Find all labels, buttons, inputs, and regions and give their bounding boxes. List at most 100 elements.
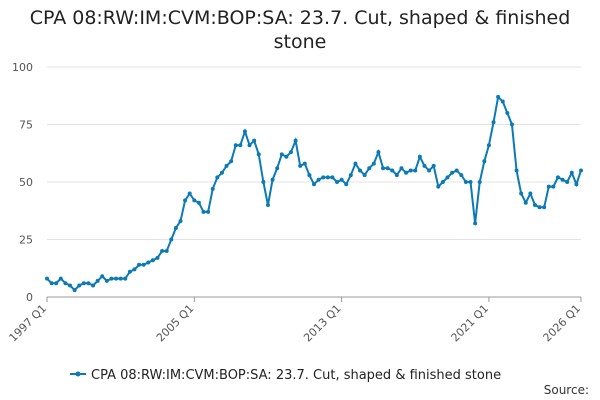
- data-point: [358, 168, 363, 173]
- data-point: [344, 182, 349, 187]
- data-point: [505, 111, 510, 115]
- x-tick-label: 2026 Q1: [541, 302, 584, 345]
- data-point: [109, 276, 114, 281]
- data-point: [293, 138, 298, 143]
- data-point: [417, 154, 422, 159]
- data-point: [247, 143, 252, 148]
- data-point: [224, 163, 229, 168]
- data-point: [473, 221, 478, 226]
- data-point: [284, 154, 289, 159]
- data-point: [114, 276, 119, 281]
- data-point: [422, 163, 427, 168]
- data-point: [330, 175, 335, 180]
- data-point: [68, 283, 73, 288]
- data-point: [537, 205, 542, 210]
- data-point: [238, 143, 243, 148]
- data-point: [302, 161, 307, 166]
- data-point: [81, 281, 86, 286]
- data-point: [491, 120, 496, 125]
- data-point: [339, 177, 344, 182]
- x-tick-label: 2021 Q1: [449, 302, 492, 345]
- data-point: [178, 219, 183, 224]
- data-point: [229, 159, 234, 164]
- data-point: [183, 198, 188, 203]
- x-tick-label: 2005 Q1: [154, 302, 197, 345]
- y-tick-label: 100: [12, 61, 33, 74]
- data-point: [376, 150, 381, 155]
- data-point: [486, 143, 491, 148]
- data-point: [555, 175, 560, 180]
- data-point: [104, 278, 109, 283]
- data-point: [127, 269, 132, 274]
- data-point: [519, 191, 524, 196]
- data-point: [390, 168, 395, 173]
- data-point: [574, 182, 579, 187]
- data-point: [560, 177, 565, 182]
- data-point: [58, 276, 63, 281]
- data-point: [546, 184, 551, 189]
- data-point: [72, 288, 77, 293]
- data-point: [408, 168, 413, 173]
- data-point: [436, 184, 441, 189]
- x-tick-label: 1997 Q1: [7, 302, 50, 345]
- data-point: [509, 122, 514, 127]
- data-point: [49, 281, 54, 286]
- data-point: [252, 138, 257, 143]
- data-point: [45, 276, 49, 281]
- data-point: [169, 237, 174, 242]
- data-point: [160, 249, 165, 253]
- data-point: [201, 209, 206, 214]
- data-point: [427, 168, 432, 173]
- data-point: [63, 281, 68, 286]
- data-point: [215, 175, 220, 180]
- data-point: [450, 170, 455, 175]
- y-tick-label: 75: [19, 119, 33, 132]
- legend-marker: [75, 371, 81, 377]
- data-point: [132, 267, 137, 272]
- data-point: [256, 152, 261, 157]
- data-point: [312, 182, 316, 187]
- data-point: [477, 180, 482, 184]
- data-point: [196, 200, 201, 205]
- data-point: [192, 198, 197, 203]
- data-point: [523, 200, 528, 205]
- data-point: [496, 94, 501, 99]
- data-point: [233, 143, 238, 148]
- data-point: [362, 173, 367, 178]
- data-point: [219, 170, 224, 175]
- data-point: [316, 177, 321, 182]
- data-point: [173, 226, 178, 230]
- data-point: [569, 170, 574, 175]
- data-point: [187, 191, 192, 196]
- data-point: [270, 177, 275, 182]
- data-point: [394, 173, 399, 178]
- data-point: [482, 159, 487, 164]
- data-point: [404, 170, 409, 175]
- data-point: [146, 260, 151, 265]
- data-point: [242, 129, 247, 134]
- data-point: [118, 276, 123, 281]
- data-point: [551, 184, 556, 189]
- data-point: [279, 152, 284, 157]
- data-point: [514, 168, 519, 173]
- data-point: [265, 203, 270, 207]
- x-tick-label: 2013 Q1: [301, 302, 344, 345]
- legend-label: CPA 08:RW:IM:CVM:BOP:SA: 23.7. Cut, shap…: [91, 368, 501, 383]
- data-point: [325, 175, 330, 180]
- data-point: [565, 180, 570, 184]
- data-point: [91, 283, 96, 288]
- data-point: [459, 173, 464, 178]
- data-point: [532, 203, 537, 207]
- data-point: [137, 262, 142, 267]
- data-point: [528, 191, 533, 196]
- data-point: [155, 255, 160, 260]
- data-point: [206, 209, 211, 214]
- data-point: [500, 99, 505, 104]
- data-point: [413, 168, 418, 173]
- data-point: [371, 161, 376, 166]
- data-point: [164, 249, 169, 253]
- data-point: [542, 205, 547, 210]
- chart-title: CPA 08:RW:IM:CVM:BOP:SA: 23.7. Cut, shap…: [29, 7, 571, 53]
- data-point: [54, 281, 59, 286]
